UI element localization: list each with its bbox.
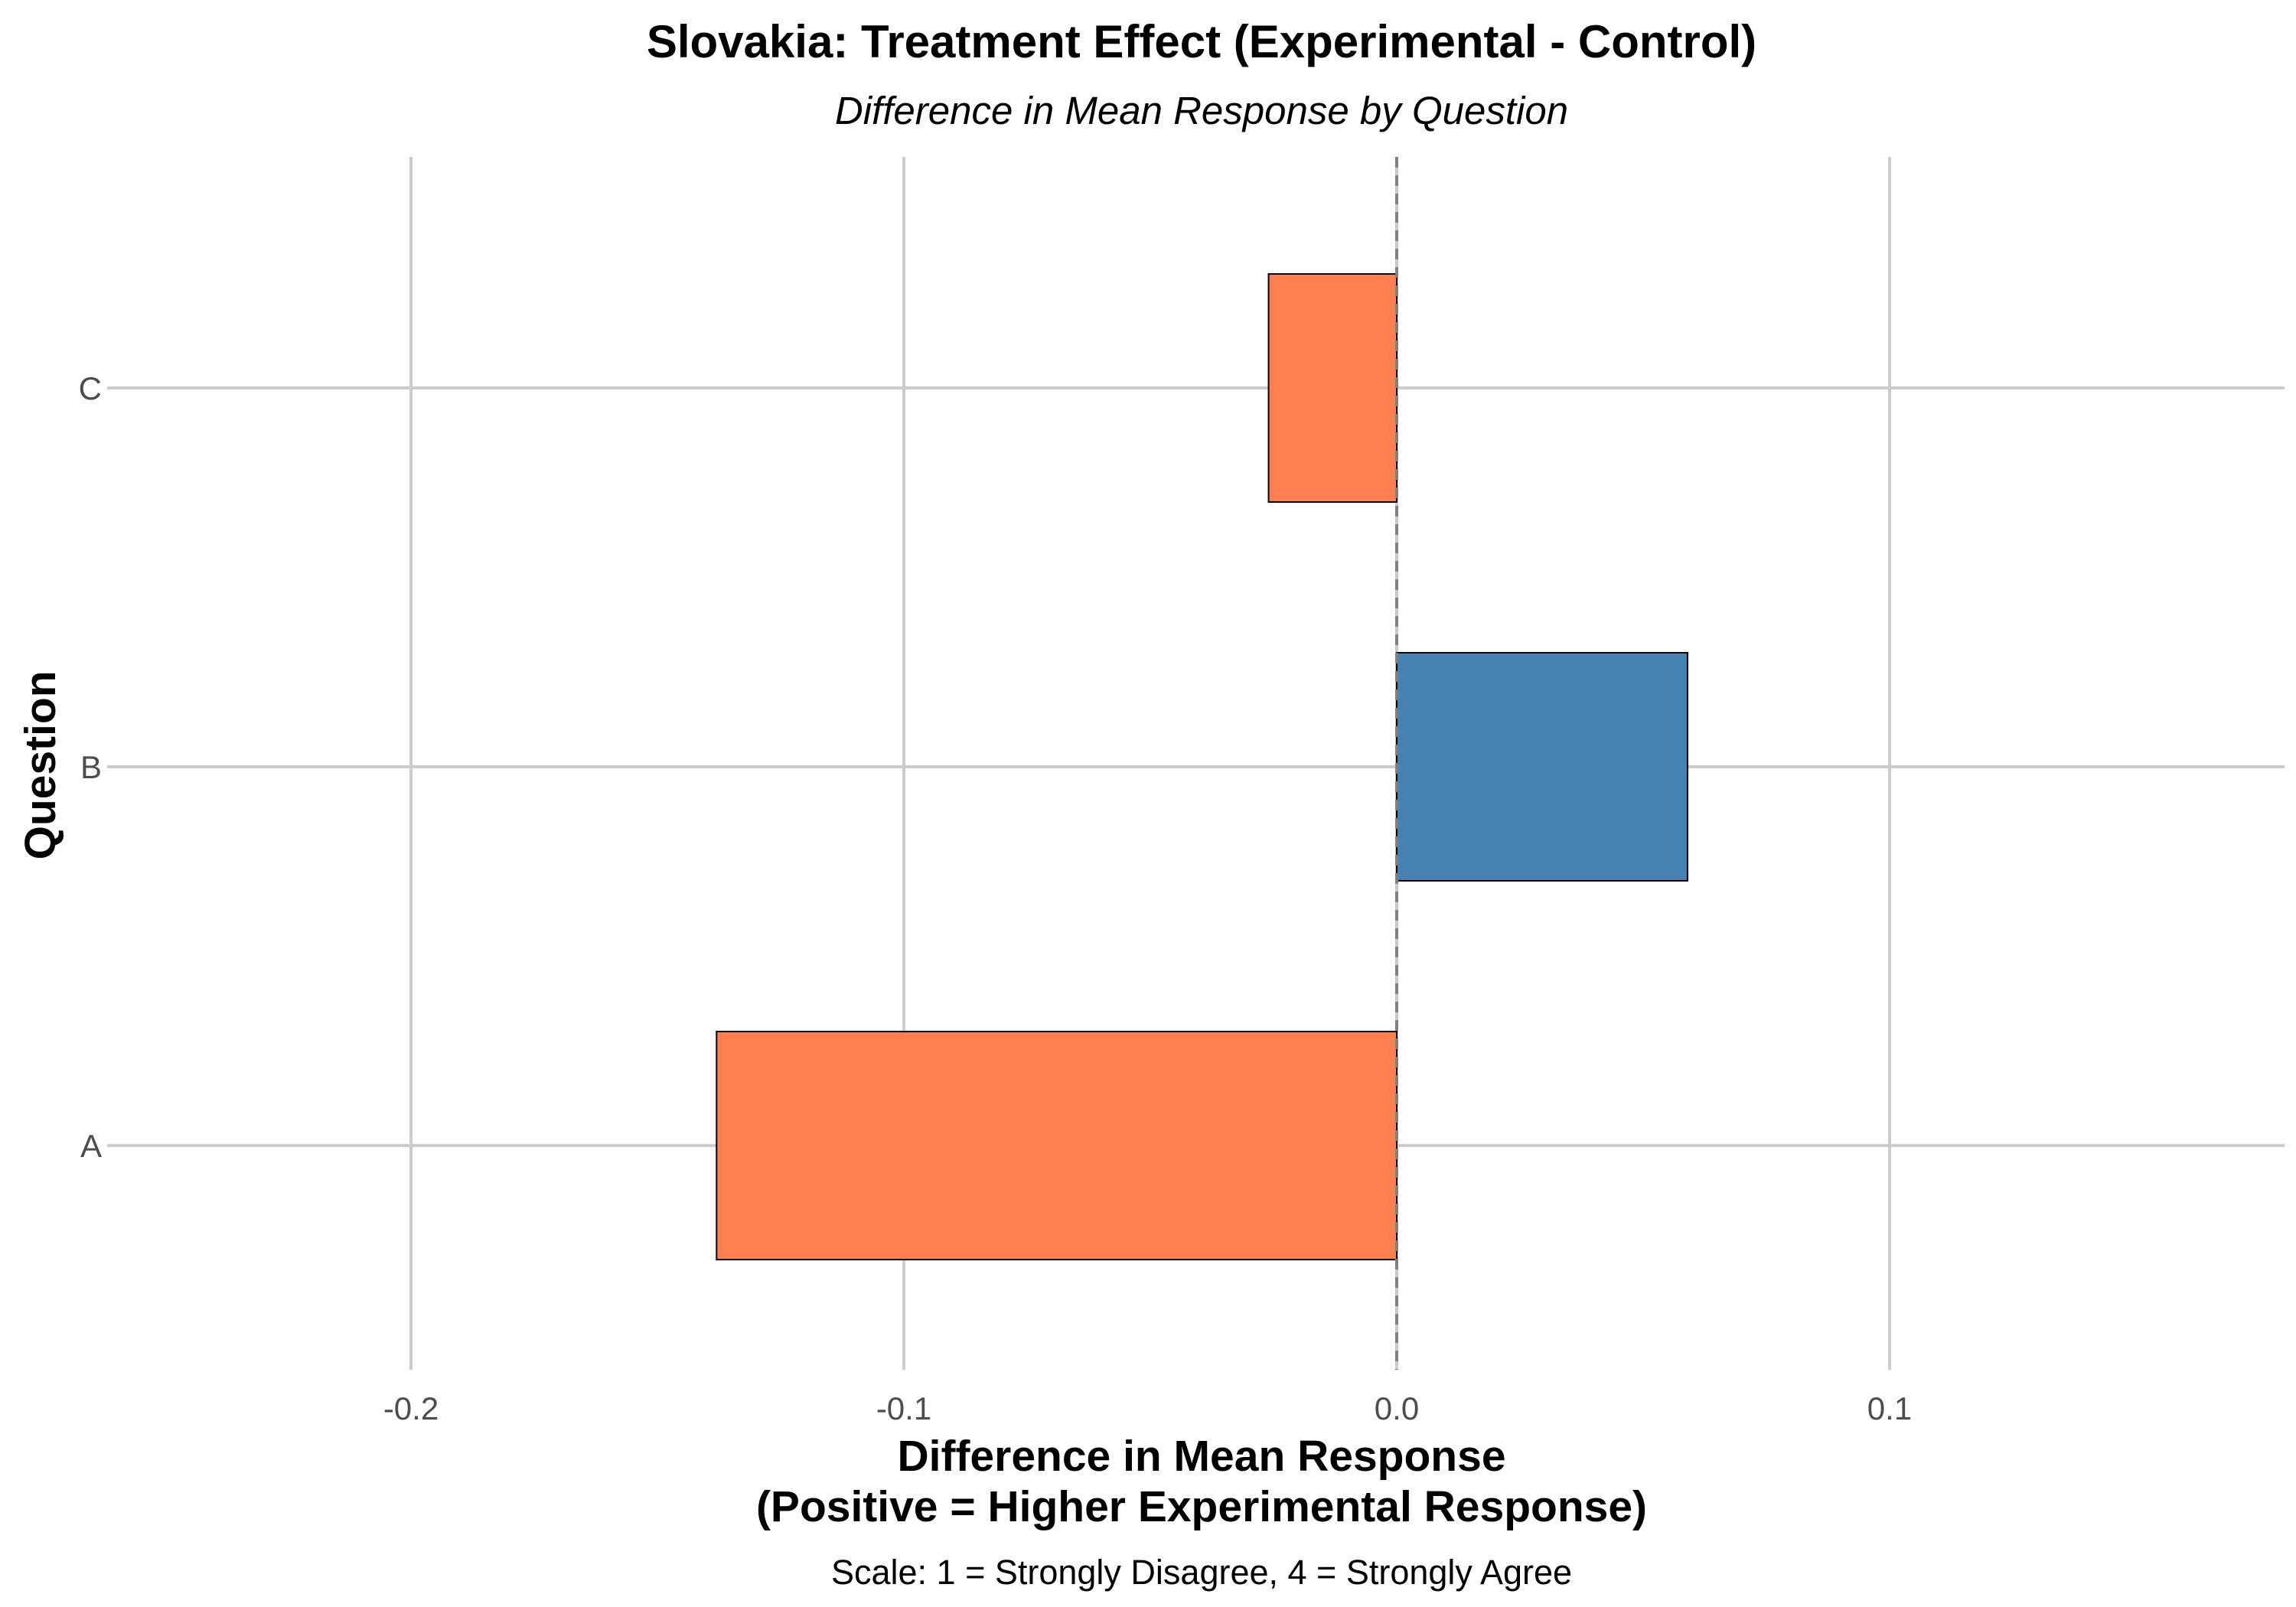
- bars: [716, 273, 1688, 1260]
- bar-b: [1396, 652, 1688, 882]
- y-tick-label-a: A: [80, 1128, 102, 1164]
- x-tick-label: -0.1: [876, 1390, 931, 1426]
- y-tick-label-b: B: [80, 749, 102, 785]
- x-axis-title-line1: Difference in Mean Response: [897, 1432, 1505, 1481]
- x-axis-title-line2: (Positive = Higher Experimental Response…: [756, 1482, 1647, 1531]
- chart-caption: Scale: 1 = Strongly Disagree, 4 = Strong…: [831, 1553, 1572, 1592]
- chart-title: Slovakia: Treatment Effect (Experimental…: [647, 16, 1756, 67]
- bar-c: [1267, 273, 1398, 503]
- y-tick-label-c: C: [79, 370, 102, 406]
- y-tick-labels: A B C: [79, 370, 102, 1164]
- x-tick-label: 0.1: [1867, 1390, 1912, 1426]
- y-axis-title: Question: [16, 670, 65, 859]
- bar-a: [716, 1031, 1397, 1260]
- x-tick-label: 0.0: [1375, 1390, 1419, 1426]
- x-tick-label: -0.2: [383, 1390, 439, 1426]
- x-tick-labels: -0.2 -0.1 0.0 0.1: [383, 1390, 1912, 1426]
- chart-subtitle: Difference in Mean Response by Question: [835, 89, 1568, 132]
